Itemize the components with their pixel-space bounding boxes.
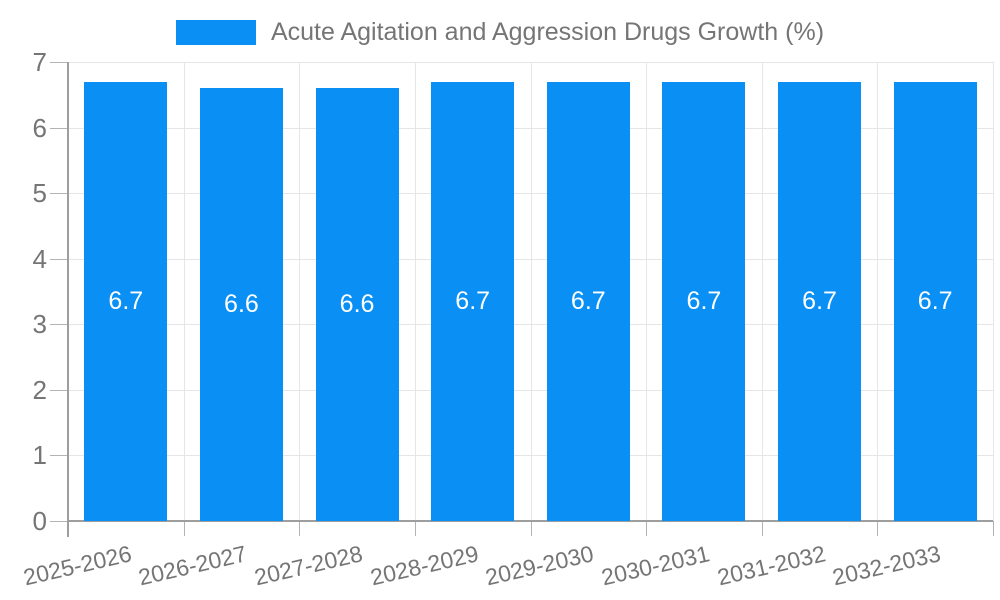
v-gridline xyxy=(414,62,416,521)
y-tick-mark xyxy=(50,521,68,522)
x-tick-mark xyxy=(414,521,416,536)
x-tick-label: 2030-2031 xyxy=(598,540,712,591)
bar-value-label: 6.7 xyxy=(917,286,953,315)
y-tick-label: 5 xyxy=(32,178,47,209)
x-tick-mark xyxy=(530,521,532,536)
x-axis-line xyxy=(68,520,993,522)
bar-value-label: 6.7 xyxy=(570,286,606,315)
bar-2031-2032[interactable] xyxy=(778,81,862,521)
bar-value-label: 6.7 xyxy=(802,286,837,315)
y-tick-mark xyxy=(50,389,68,391)
x-tick-mark xyxy=(761,521,763,536)
bar-value-label: 6.6 xyxy=(339,290,375,319)
bar-2026-2027[interactable] xyxy=(199,88,283,521)
x-tick-mark xyxy=(646,521,648,536)
y-tick-mark xyxy=(50,193,68,195)
bar-value-label: 6.7 xyxy=(108,286,144,315)
legend-label: Acute Agitation and Aggression Drugs Gro… xyxy=(270,18,825,46)
x-tick-label: 2032-2033 xyxy=(830,540,944,591)
y-axis-line xyxy=(67,62,69,537)
v-gridline xyxy=(761,62,763,521)
legend-swatch xyxy=(175,20,256,45)
bar-2029-2030[interactable] xyxy=(546,81,630,521)
bar-2027-2028[interactable] xyxy=(315,88,399,521)
y-tick-mark xyxy=(50,127,68,129)
bar-2025-2026[interactable] xyxy=(84,81,168,521)
x-tick-label: 2031-2032 xyxy=(714,540,828,591)
x-tick-label: 2027-2028 xyxy=(251,540,365,591)
bar-value-label: 6.7 xyxy=(686,286,722,315)
x-tick-label: 2026-2027 xyxy=(136,540,250,591)
y-tick-mark xyxy=(50,324,68,326)
x-tick-mark xyxy=(183,521,185,536)
chart-legend[interactable]: Acute Agitation and Aggression Drugs Gro… xyxy=(0,18,1000,47)
bar-2028-2029[interactable] xyxy=(431,81,515,521)
y-tick-label: 3 xyxy=(32,309,47,340)
bar-2032-2033[interactable] xyxy=(893,81,977,521)
y-tick-label: 7 xyxy=(32,47,47,77)
v-gridline xyxy=(877,62,879,521)
y-tick-label: 1 xyxy=(32,440,47,471)
bar-2030-2031[interactable] xyxy=(662,81,746,521)
bar-value-label: 6.6 xyxy=(224,290,259,319)
x-tick-mark xyxy=(877,521,879,536)
x-tick-mark xyxy=(993,521,994,536)
bar-value-label: 6.7 xyxy=(455,286,491,315)
v-gridline xyxy=(993,62,994,521)
v-gridline xyxy=(183,62,185,521)
v-gridline xyxy=(646,62,648,521)
y-tick-mark xyxy=(50,258,68,260)
y-tick-label: 0 xyxy=(32,506,47,536)
v-gridline xyxy=(530,62,532,521)
v-gridline xyxy=(299,62,301,521)
x-tick-mark xyxy=(299,521,301,536)
y-tick-label: 6 xyxy=(32,112,47,143)
x-tick-label: 2029-2030 xyxy=(483,540,597,591)
y-tick-mark xyxy=(50,455,68,457)
x-tick-label: 2025-2026 xyxy=(20,540,134,591)
y-tick-label: 2 xyxy=(32,374,47,405)
y-tick-label: 4 xyxy=(32,243,47,274)
y-tick-mark xyxy=(50,62,68,63)
x-tick-label: 2028-2029 xyxy=(367,540,481,591)
